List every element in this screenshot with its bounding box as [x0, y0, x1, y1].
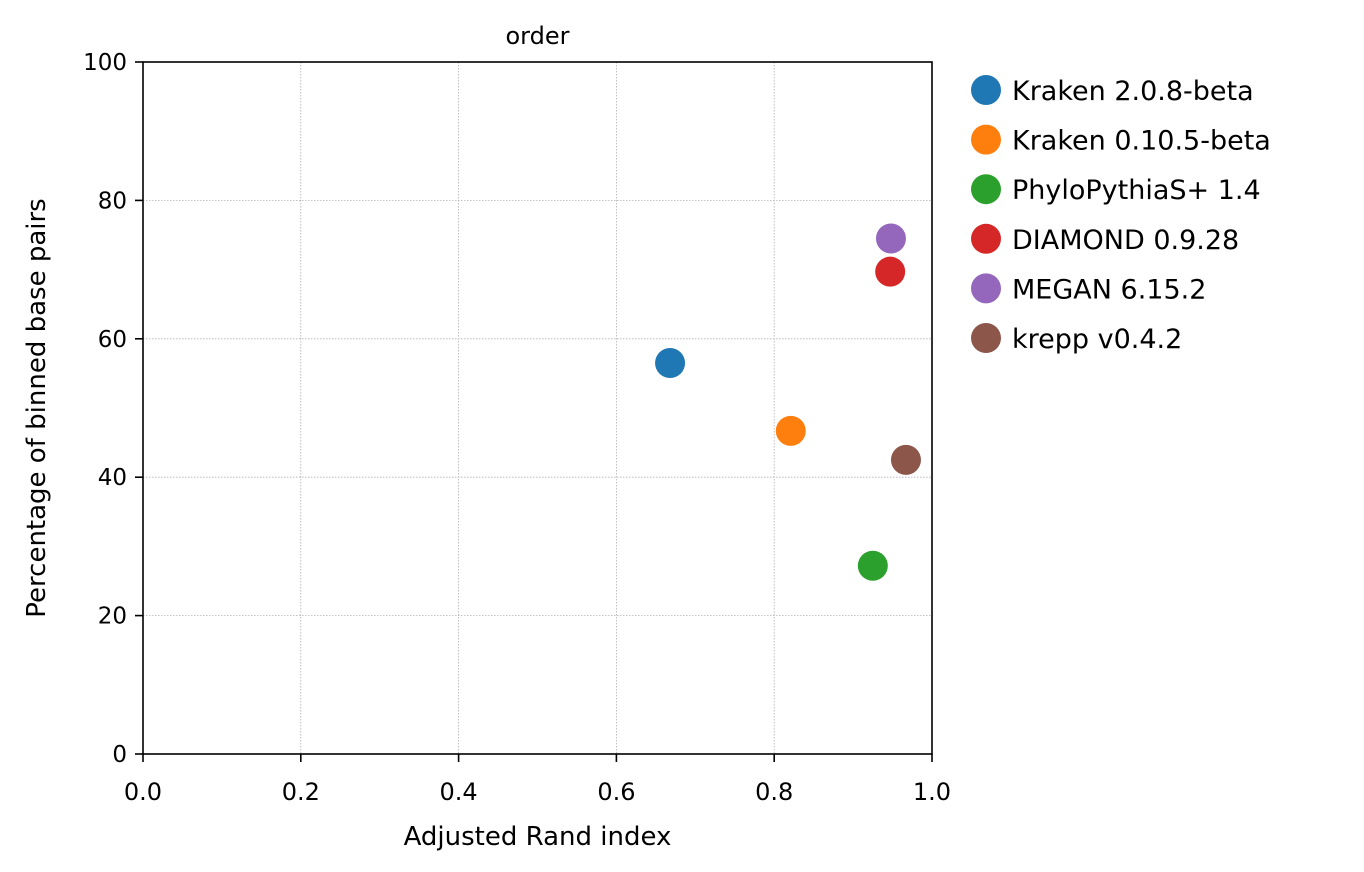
- data-point: [875, 256, 906, 287]
- legend-marker: [971, 323, 1001, 353]
- legend-label: DIAMOND 0.9.28: [1012, 225, 1239, 256]
- legend: Kraken 2.0.8-beta Kraken 0.10.5-beta Phylo…: [971, 75, 1271, 355]
- x-tick-label: 0.6: [597, 778, 635, 806]
- data-point: [890, 444, 921, 475]
- y-tick-label: 80: [98, 188, 127, 214]
- x-tick-label: 0.8: [755, 778, 793, 806]
- legend-marker: [971, 223, 1001, 254]
- legend-label: Kraken 2.0.8-beta: [1012, 76, 1254, 107]
- legend-marker: [971, 75, 1001, 105]
- y-tick-label: 20: [98, 604, 127, 630]
- legend-marker: [971, 273, 1001, 304]
- grid-lines: [142, 61, 933, 755]
- data-point: [775, 415, 806, 446]
- x-tick-label: 0.2: [282, 778, 320, 806]
- legend-label: krepp v0.4.2: [1012, 324, 1182, 355]
- data-point: [857, 550, 888, 581]
- legend-marker: [971, 174, 1001, 205]
- y-tick-label: 0: [112, 742, 127, 768]
- x-axis-label: Adjusted Rand index: [404, 822, 672, 852]
- y-tick-label: 100: [83, 50, 127, 76]
- y-tick-label: 40: [98, 465, 127, 491]
- x-tick-label: 0.0: [124, 778, 162, 806]
- data-point: [655, 348, 686, 379]
- y-tick-label: 60: [98, 327, 127, 353]
- legend-label: MEGAN 6.15.2: [1012, 274, 1206, 305]
- x-axis-ticks: 0.0 0.2 0.4 0.6 0.8 1.0: [124, 754, 951, 806]
- x-tick-label: 0.4: [440, 778, 478, 806]
- y-axis-label: Percentage of binned base pairs: [22, 198, 52, 617]
- data-point: [875, 223, 906, 254]
- y-axis-ticks: 0 20 40 60 80 100: [83, 50, 143, 768]
- legend-label: Kraken 0.10.5-beta: [1012, 126, 1271, 157]
- plot-frame: [142, 61, 933, 755]
- x-tick-label: 1.0: [913, 778, 951, 806]
- chart-title: order: [506, 22, 570, 50]
- legend-marker: [971, 124, 1001, 155]
- data-points: [655, 223, 921, 581]
- legend-label: PhyloPythiaS+ 1.4: [1012, 175, 1261, 206]
